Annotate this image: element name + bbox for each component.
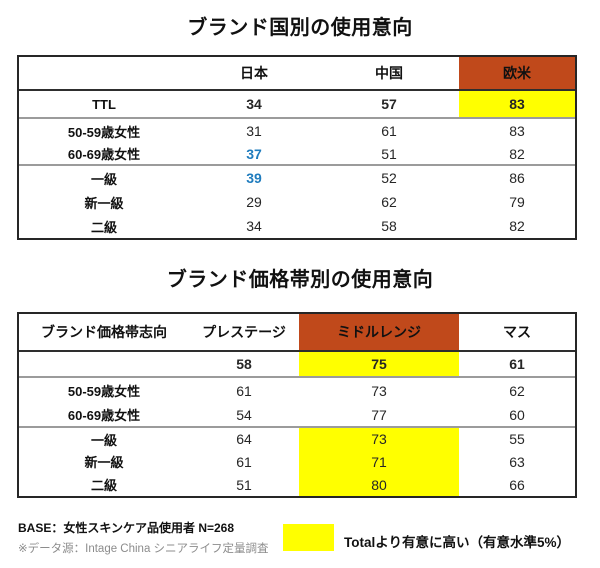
price-tier-table-title: ブランド価格帯別の使用意向 [166, 269, 434, 291]
country-table-title: ブランド国別の使用意向 [187, 17, 413, 39]
value-cell-highlighted: 80 [299, 473, 459, 496]
value-cell: 55 [509, 431, 525, 447]
value-cell: 61 [236, 453, 252, 470]
value-cell: 77 [371, 406, 387, 423]
table-row-tier1: 一級 39 52 86 [19, 166, 575, 190]
row-label: 60-69歳女性 [67, 147, 141, 162]
value-cell-highlighted: 83 [459, 91, 575, 117]
price-table-header-row: ブランド価格帯志向 プレステージ ミドルレンジ マス [19, 314, 575, 352]
value-cell: 58 [236, 356, 252, 372]
table-row-new-tier1: 新一級 61 71 63 [19, 450, 575, 473]
row-label: 50-59歳女性 [67, 384, 141, 399]
value-cell: 51 [381, 145, 397, 162]
value-cell-blue: 37 [246, 145, 262, 162]
value-cell: 79 [509, 194, 525, 210]
header-cell-west: 欧米 [459, 57, 575, 89]
data-source-note: ※データ源：Intage China シニアライフ定量調査 [18, 543, 269, 555]
row-label [19, 352, 189, 376]
value-cell: 62 [509, 382, 525, 399]
header-cell-japan: 日本 [240, 65, 268, 81]
value-cell: 82 [509, 145, 525, 162]
header-cell-price-orientation: ブランド価格帯志向 [41, 324, 167, 340]
table-row-ttl: 58 75 61 [19, 352, 575, 378]
value-cell: 66 [509, 476, 525, 493]
price-tier-usage-table: ブランド価格帯志向 プレステージ ミドルレンジ マス 58 75 61 50-5… [17, 312, 577, 498]
table-row-new-tier1: 新一級 29 62 79 [19, 190, 575, 214]
value-cell: 57 [381, 96, 397, 112]
header-cell-empty [19, 57, 189, 89]
value-cell-highlighted: 73 [299, 428, 459, 450]
value-cell: 61 [381, 123, 397, 139]
row-label: 50-59歳女性 [67, 124, 141, 140]
value-cell: 54 [236, 406, 252, 423]
table-row-tier2: 二級 34 58 82 [19, 214, 575, 238]
row-label: 60-69歳女性 [67, 408, 141, 423]
value-cell: 60 [509, 406, 525, 423]
row-label: 一級 [90, 432, 117, 448]
value-cell-blue: 39 [246, 170, 262, 186]
value-cell: 29 [246, 194, 262, 210]
table-row-50-59: 50-59歳女性 31 61 83 [19, 119, 575, 143]
row-label: 二級 [90, 219, 117, 235]
table-row-50-59: 50-59歳女性 61 73 62 [19, 378, 575, 403]
row-label: 一級 [90, 171, 117, 187]
yellow-highlight-legend-label: Totalより有意に高い（有意水準5%） [344, 535, 570, 550]
footer-notes: BASE：女性スキンケア品使用者 N=268 ※データ源：Intage Chin… [18, 519, 269, 556]
value-cell: 63 [509, 453, 525, 470]
value-cell-highlighted: 71 [299, 450, 459, 473]
value-cell: 83 [509, 123, 525, 139]
value-cell: 73 [371, 382, 387, 399]
country-usage-table: 日本 中国 欧米 TTL 34 57 83 50-59歳女性 31 61 83 … [17, 55, 577, 240]
value-cell: 86 [509, 170, 525, 186]
value-cell: 61 [236, 382, 252, 399]
value-cell: 31 [246, 123, 262, 139]
value-cell: 58 [381, 218, 397, 234]
value-cell: 34 [246, 218, 262, 234]
value-cell: 82 [509, 218, 525, 234]
row-label: 新一級 [84, 195, 124, 211]
table-row-tier1: 一級 64 73 55 [19, 428, 575, 450]
row-label: 二級 [90, 478, 117, 493]
table-row-60-69: 60-69歳女性 54 77 60 [19, 403, 575, 428]
value-cell: 34 [246, 96, 262, 112]
header-cell-prestige: プレステージ [202, 324, 286, 340]
value-cell-highlighted: 75 [299, 352, 459, 376]
value-cell: 51 [236, 476, 252, 493]
yellow-highlight-legend-swatch [283, 524, 334, 551]
value-cell: 61 [509, 356, 525, 372]
row-label: 新一級 [84, 455, 124, 470]
row-label: TTL [92, 96, 116, 112]
header-cell-china: 中国 [375, 65, 403, 81]
value-cell: 64 [236, 431, 252, 447]
value-cell: 52 [381, 170, 397, 186]
base-note: BASE：女性スキンケア品使用者 N=268 [18, 521, 235, 535]
table-row-ttl: TTL 34 57 83 [19, 91, 575, 119]
table-row-tier2: 二級 51 80 66 [19, 473, 575, 496]
header-cell-mass: マス [503, 324, 531, 340]
table-row-60-69: 60-69歳女性 37 51 82 [19, 143, 575, 166]
header-cell-midrange: ミドルレンジ [299, 314, 459, 350]
value-cell: 62 [381, 194, 397, 210]
country-table-header-row: 日本 中国 欧米 [19, 57, 575, 91]
